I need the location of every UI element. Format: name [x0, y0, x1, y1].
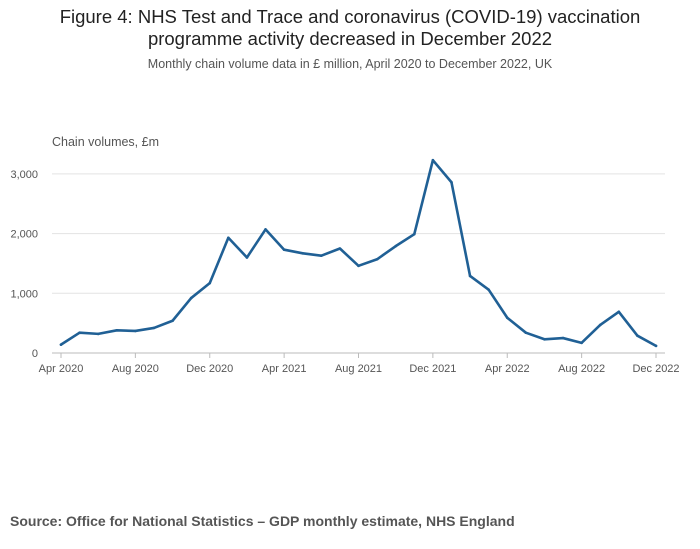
data-point[interactable]	[450, 180, 453, 184]
data-point[interactable]	[227, 236, 230, 240]
data-point[interactable]	[134, 329, 137, 333]
data-point[interactable]	[505, 316, 509, 320]
y-axis-label: Chain volumes, £m	[52, 135, 159, 149]
data-point[interactable]	[171, 319, 174, 323]
data-point[interactable]	[208, 281, 212, 285]
y-tick-label: 2,000	[10, 229, 38, 241]
x-tick-label: Aug 2020	[112, 363, 159, 375]
x-tick-label: Apr 2022	[485, 363, 530, 375]
x-tick-label: Aug 2022	[558, 363, 605, 375]
x-tick-label: Apr 2021	[262, 363, 307, 375]
source-note: Source: Office for National Statistics –…	[10, 513, 515, 529]
data-point[interactable]	[282, 248, 286, 252]
x-tick-label: Apr 2020	[39, 363, 84, 375]
y-tick-label: 0	[32, 348, 38, 360]
data-point[interactable]	[598, 323, 602, 327]
data-point[interactable]	[338, 247, 342, 250]
data-point[interactable]	[189, 296, 193, 300]
data-point[interactable]	[487, 288, 490, 292]
y-axis-ticks: 0 1,000 2,000 3,000	[10, 169, 38, 360]
data-point[interactable]	[543, 337, 546, 341]
data-point[interactable]	[78, 331, 81, 335]
y-tick-label: 3,000	[10, 169, 38, 181]
data-point[interactable]	[468, 274, 472, 278]
data-point[interactable]	[152, 326, 156, 330]
data-point[interactable]	[245, 256, 249, 259]
data-point[interactable]	[375, 257, 379, 261]
data-point[interactable]	[654, 344, 658, 348]
data-point[interactable]	[96, 332, 100, 336]
x-axis: Apr 2020 Aug 2020 Dec 2020 Apr 2021 Aug 2021…	[39, 352, 680, 375]
x-tick-label: Aug 2021	[335, 363, 382, 375]
series-line	[59, 158, 658, 348]
data-point[interactable]	[617, 310, 621, 314]
x-tick-label: Dec 2020	[186, 363, 233, 375]
data-point[interactable]	[412, 232, 416, 236]
chart-title: Figure 4: NHS Test and Trace and coronav…	[0, 6, 700, 50]
data-point[interactable]	[264, 228, 267, 231]
data-point[interactable]	[357, 264, 360, 268]
data-point[interactable]	[636, 334, 639, 337]
data-point[interactable]	[524, 331, 528, 335]
data-point[interactable]	[394, 244, 397, 248]
chart-subtitle: Monthly chain volume data in £ million, …	[147, 57, 553, 71]
data-point[interactable]	[431, 158, 435, 162]
data-point[interactable]	[561, 336, 565, 340]
gridlines	[52, 173, 665, 294]
series-group	[59, 158, 658, 348]
y-tick-label: 1,000	[10, 288, 38, 300]
x-tick-label: Dec 2021	[409, 363, 456, 375]
chart-title-line-1: Figure 4: NHS Test and Trace and coronav…	[59, 6, 641, 27]
data-point[interactable]	[320, 254, 323, 257]
data-point[interactable]	[580, 341, 583, 345]
data-point[interactable]	[59, 343, 63, 346]
chart-title-line-2: programme activity decreased in December…	[147, 28, 553, 49]
data-point[interactable]	[301, 251, 305, 255]
x-tick-label: Dec 2022	[632, 363, 679, 375]
data-point[interactable]	[115, 329, 119, 332]
